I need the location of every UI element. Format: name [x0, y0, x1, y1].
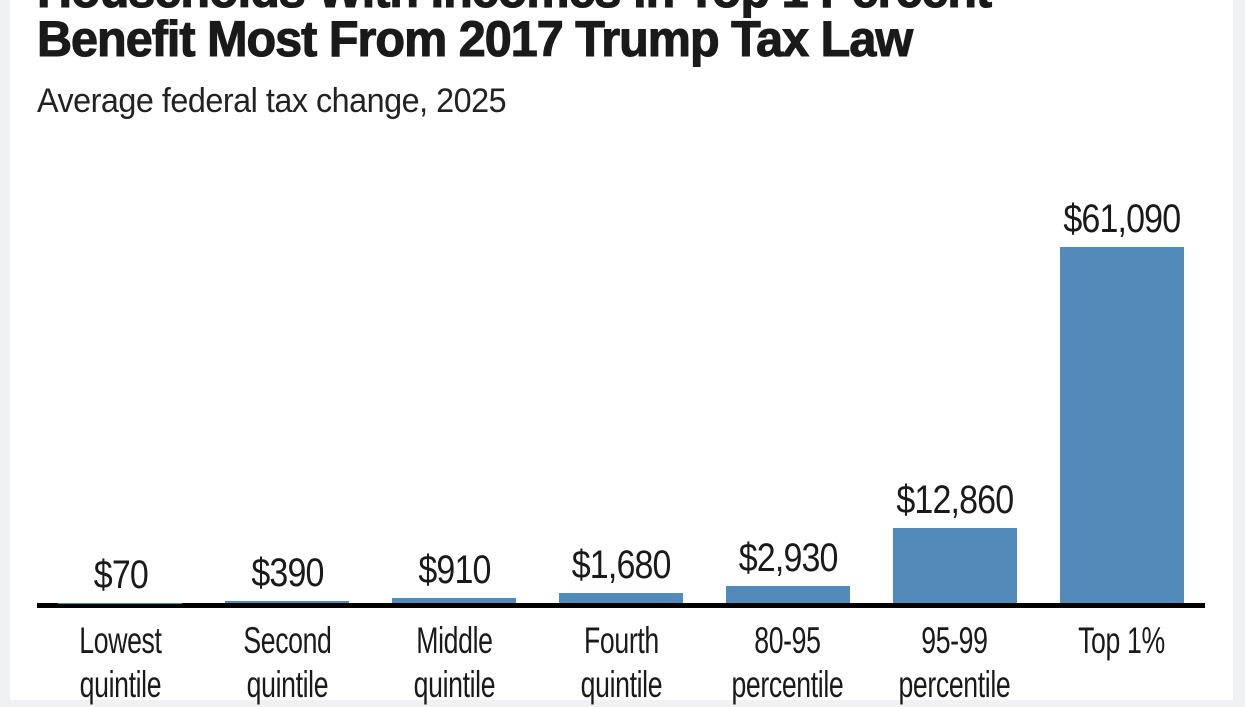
bar-column: $2,930	[704, 193, 871, 603]
bar-value-label: $61,090	[1063, 199, 1180, 239]
bar-chart-plot-area: $70 $390 $910 $1,680 $2,930 $12,860 $61,090	[37, 193, 1205, 603]
x-axis-label-line: quintile	[394, 663, 514, 707]
bar	[392, 598, 516, 603]
x-axis-label-line: 95-99	[895, 619, 1015, 663]
x-axis-baseline	[37, 603, 1205, 608]
bar-column: $61,090	[1038, 193, 1205, 603]
x-axis-label-line: 80-95	[728, 619, 848, 663]
chart-subtitle: Average federal tax change, 2025	[37, 83, 1162, 119]
bar-value-label: $2,930	[738, 538, 837, 578]
x-axis-label: Top 1%	[1062, 619, 1182, 707]
x-axis-label-line: percentile	[728, 663, 848, 707]
chart-content: Households With Incomes in Top 1 Percent…	[10, 0, 1233, 707]
x-axis-label-line: Second	[227, 619, 347, 663]
chart-title: Households With Incomes in Top 1 Percent…	[37, 0, 1185, 64]
bar-value-label: $70	[93, 555, 147, 595]
x-axis-label-line: Lowest	[60, 619, 180, 663]
bar	[1060, 247, 1184, 603]
bar-column: $70	[37, 193, 204, 603]
bar	[225, 601, 349, 603]
bar-value-label: $910	[418, 550, 490, 590]
bar-column: $390	[204, 193, 371, 603]
bar-value-label: $1,680	[572, 545, 671, 585]
bar	[726, 586, 850, 603]
x-axis-label-line: Fourth	[561, 619, 681, 663]
bar-value-label: $12,860	[896, 480, 1013, 520]
bar-value-label: $390	[251, 553, 323, 593]
x-axis-label-line: quintile	[561, 663, 681, 707]
bar-column: $12,860	[871, 193, 1038, 603]
chart-card: Households With Incomes in Top 1 Percent…	[10, 0, 1233, 700]
chart-title-line2: Benefit Most From 2017 Trump Tax Law	[37, 15, 1185, 64]
bar	[893, 528, 1017, 603]
x-axis-label-line: percentile	[895, 663, 1015, 707]
bar	[559, 593, 683, 603]
bar-column: $910	[371, 193, 538, 603]
x-axis-label-line: Top 1%	[1062, 619, 1182, 663]
bar-column: $1,680	[538, 193, 705, 603]
x-axis-label-line: Middle	[394, 619, 514, 663]
x-axis-label-line: quintile	[60, 663, 180, 707]
x-axis-label-line: quintile	[227, 663, 347, 707]
